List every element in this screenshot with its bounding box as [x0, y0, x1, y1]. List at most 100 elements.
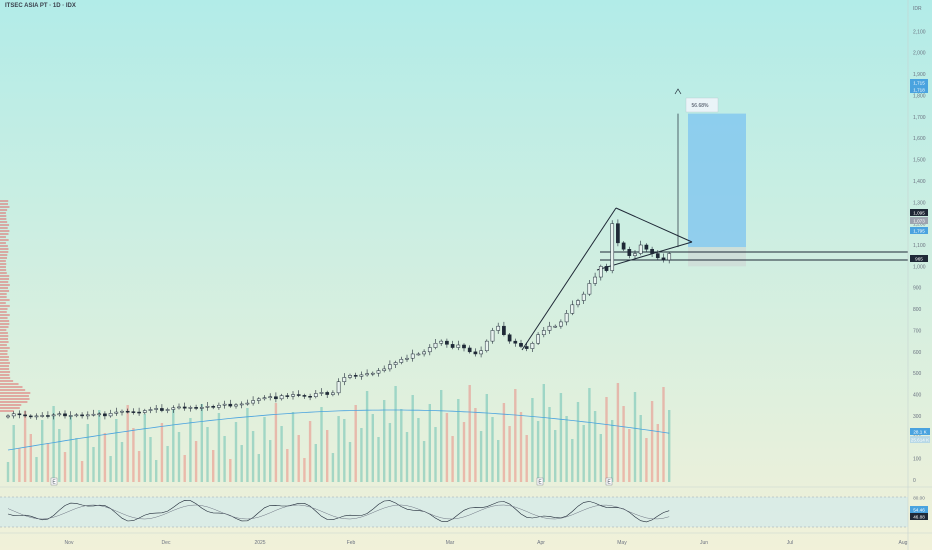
volume-bar: [600, 434, 602, 482]
volume-bar: [514, 389, 516, 482]
volume-profile-bar: [0, 203, 8, 205]
volume-bar: [104, 433, 106, 482]
candle: [633, 254, 636, 256]
candle: [274, 397, 277, 399]
candle: [565, 313, 568, 322]
candle: [616, 224, 619, 243]
volume-bar: [269, 440, 271, 482]
volume-bar: [201, 404, 203, 482]
price-tick-label: 1,300: [913, 200, 926, 206]
price-tick-label: 800: [913, 307, 922, 313]
volume-profile-bar: [0, 260, 6, 262]
time-tick-label: Aug: [899, 540, 908, 546]
volume-profile-bar: [0, 365, 9, 367]
volume-bar: [372, 414, 374, 482]
volume-profile-bar: [0, 227, 8, 229]
candle: [514, 341, 517, 343]
volume-profile-bar: [0, 398, 30, 400]
candle: [246, 403, 249, 404]
price-label-text: 1,715: [913, 81, 925, 86]
volume-profile-bar: [0, 269, 6, 271]
volume-bar: [178, 432, 180, 482]
volume-profile-bar: [0, 359, 9, 361]
volume-bar: [543, 384, 545, 482]
volume-bar: [98, 410, 100, 482]
price-tick-label: 1,000: [913, 264, 926, 270]
candle: [200, 407, 203, 408]
volume-profile-bar: [0, 392, 30, 394]
volume-profile-bar: [0, 305, 10, 307]
candle: [371, 373, 374, 374]
volume-bar: [161, 423, 163, 482]
price-label-text: 1,718: [913, 88, 925, 93]
candle: [559, 322, 562, 326]
volume-bar: [508, 426, 510, 482]
volume-bar: [92, 447, 94, 482]
candle: [92, 414, 95, 415]
volume-bar: [127, 405, 129, 482]
candle: [177, 407, 180, 408]
rsi-band: [0, 497, 908, 527]
volume-bar: [651, 401, 653, 482]
candle: [531, 343, 534, 348]
time-tick-label: May: [617, 540, 627, 546]
candle: [120, 411, 123, 412]
volume-bar: [258, 454, 260, 482]
volume-bar: [138, 451, 140, 482]
candle: [189, 407, 192, 408]
currency-label: IDR: [913, 6, 922, 12]
candle: [668, 254, 671, 260]
volume-profile-bar: [0, 248, 8, 250]
candle: [400, 359, 403, 362]
volume-profile-bar: [0, 215, 6, 217]
volume-profile-bar: [0, 404, 21, 406]
candle: [263, 398, 266, 399]
volume-profile-bar: [0, 332, 8, 334]
volume-bar: [18, 448, 20, 482]
volume-profile-bar: [0, 350, 8, 352]
volume-profile-bar: [0, 257, 7, 259]
volume-profile-bar: [0, 374, 9, 376]
candle: [462, 345, 465, 348]
candle: [229, 404, 232, 406]
volume-bar: [132, 428, 134, 482]
candle: [656, 254, 659, 258]
candle: [12, 414, 15, 416]
volume-bar: [58, 429, 60, 482]
volume-profile-bar: [0, 347, 10, 349]
volume-bar: [554, 430, 556, 482]
candle: [29, 416, 32, 417]
candle: [451, 344, 454, 347]
volume-bar: [565, 416, 567, 482]
price-tick-label: 0: [913, 478, 916, 484]
volume-profile-bar: [0, 263, 6, 265]
time-tick-label: Feb: [347, 540, 356, 546]
volume-bar: [434, 427, 436, 482]
candle: [326, 392, 329, 394]
volume-profile-bar: [0, 254, 7, 256]
volume-bar: [235, 422, 237, 482]
candle: [537, 335, 540, 344]
candle: [331, 393, 334, 395]
volume-bar: [366, 391, 368, 482]
candle: [480, 351, 483, 354]
volume-bar: [657, 424, 659, 482]
volume-bar: [383, 400, 385, 482]
volume-profile-bar: [0, 401, 27, 403]
volume-bar: [172, 409, 174, 482]
volume-bar: [526, 435, 528, 482]
volume-bar: [594, 411, 596, 482]
candle: [588, 283, 591, 294]
volume-bar: [360, 428, 362, 482]
volume-profile-bar: [0, 272, 7, 274]
candle: [18, 414, 21, 415]
candle: [309, 396, 312, 397]
volume-profile-bar: [0, 218, 6, 220]
volume-bar: [389, 423, 391, 482]
volume-profile-bar: [0, 386, 22, 388]
candle: [291, 395, 294, 397]
volume-profile-bar: [0, 242, 6, 244]
volume-bar: [605, 397, 607, 482]
volume-profile-bar: [0, 236, 6, 238]
volume-profile-bar: [0, 356, 9, 358]
